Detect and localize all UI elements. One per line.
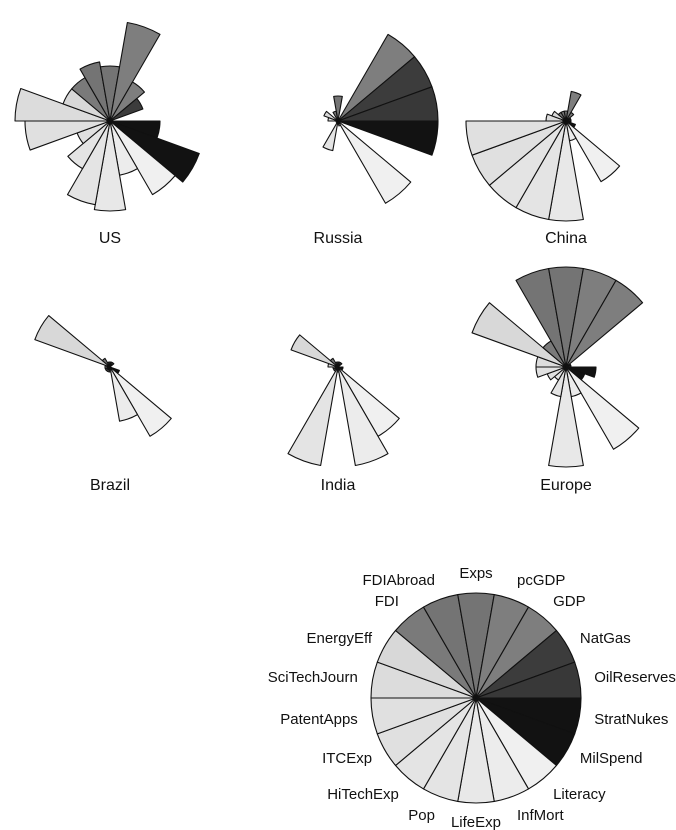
country-panels: US Russia China Brazil India Europe — [15, 23, 643, 494]
segment-brazil-energyeff — [35, 316, 110, 367]
key-label-scitechjourn: SciTechJourn — [268, 669, 358, 686]
key-label-gdp: GDP — [553, 593, 586, 610]
panel-label-russia: Russia — [314, 230, 363, 247]
panel-brazil: Brazil — [35, 316, 171, 494]
panel-india: India — [288, 335, 399, 494]
panel-europe: Europe — [472, 267, 643, 494]
key-label-fdi: FDI — [375, 593, 399, 610]
key-label-milspend: MilSpend — [580, 750, 643, 767]
key-label-oilreserves: OilReserves — [594, 669, 676, 686]
key-label-hitechexp: HiTechExp — [327, 786, 399, 803]
key-label-itcexp: ITCExp — [322, 750, 372, 767]
key-label-natgas: NatGas — [580, 630, 631, 647]
key-label-literacy: Literacy — [553, 786, 606, 803]
key-label-lifeexp: LifeExp — [451, 814, 501, 830]
key-label-energyeff: EnergyEff — [306, 630, 372, 647]
key-label-fdiabroad: FDIAbroad — [362, 572, 435, 589]
key-label-infmort: InfMort — [517, 807, 565, 824]
key-label-pop: Pop — [408, 807, 435, 824]
segment-russia-pop — [323, 121, 338, 151]
panel-russia: Russia — [314, 34, 438, 247]
key-label-patentapps: PatentApps — [280, 711, 358, 728]
panel-label-europe: Europe — [540, 477, 592, 494]
panel-label-china: China — [545, 230, 587, 247]
panel-us: US — [15, 23, 199, 247]
key-label-stratnukes: StratNukes — [594, 711, 668, 728]
key-wheel: StratNukes MilSpend Literacy InfMort LifeExp… — [268, 565, 676, 830]
segment-india-energyeff — [291, 335, 338, 367]
panel-label-india: India — [321, 477, 356, 494]
panel-china: China — [466, 91, 620, 247]
segment-india-pop — [288, 367, 338, 465]
key-label-pcgdp: pcGDP — [517, 572, 565, 589]
key-label-exps: Exps — [459, 565, 492, 582]
panel-label-us: US — [99, 230, 121, 247]
panel-label-brazil: Brazil — [90, 477, 130, 494]
